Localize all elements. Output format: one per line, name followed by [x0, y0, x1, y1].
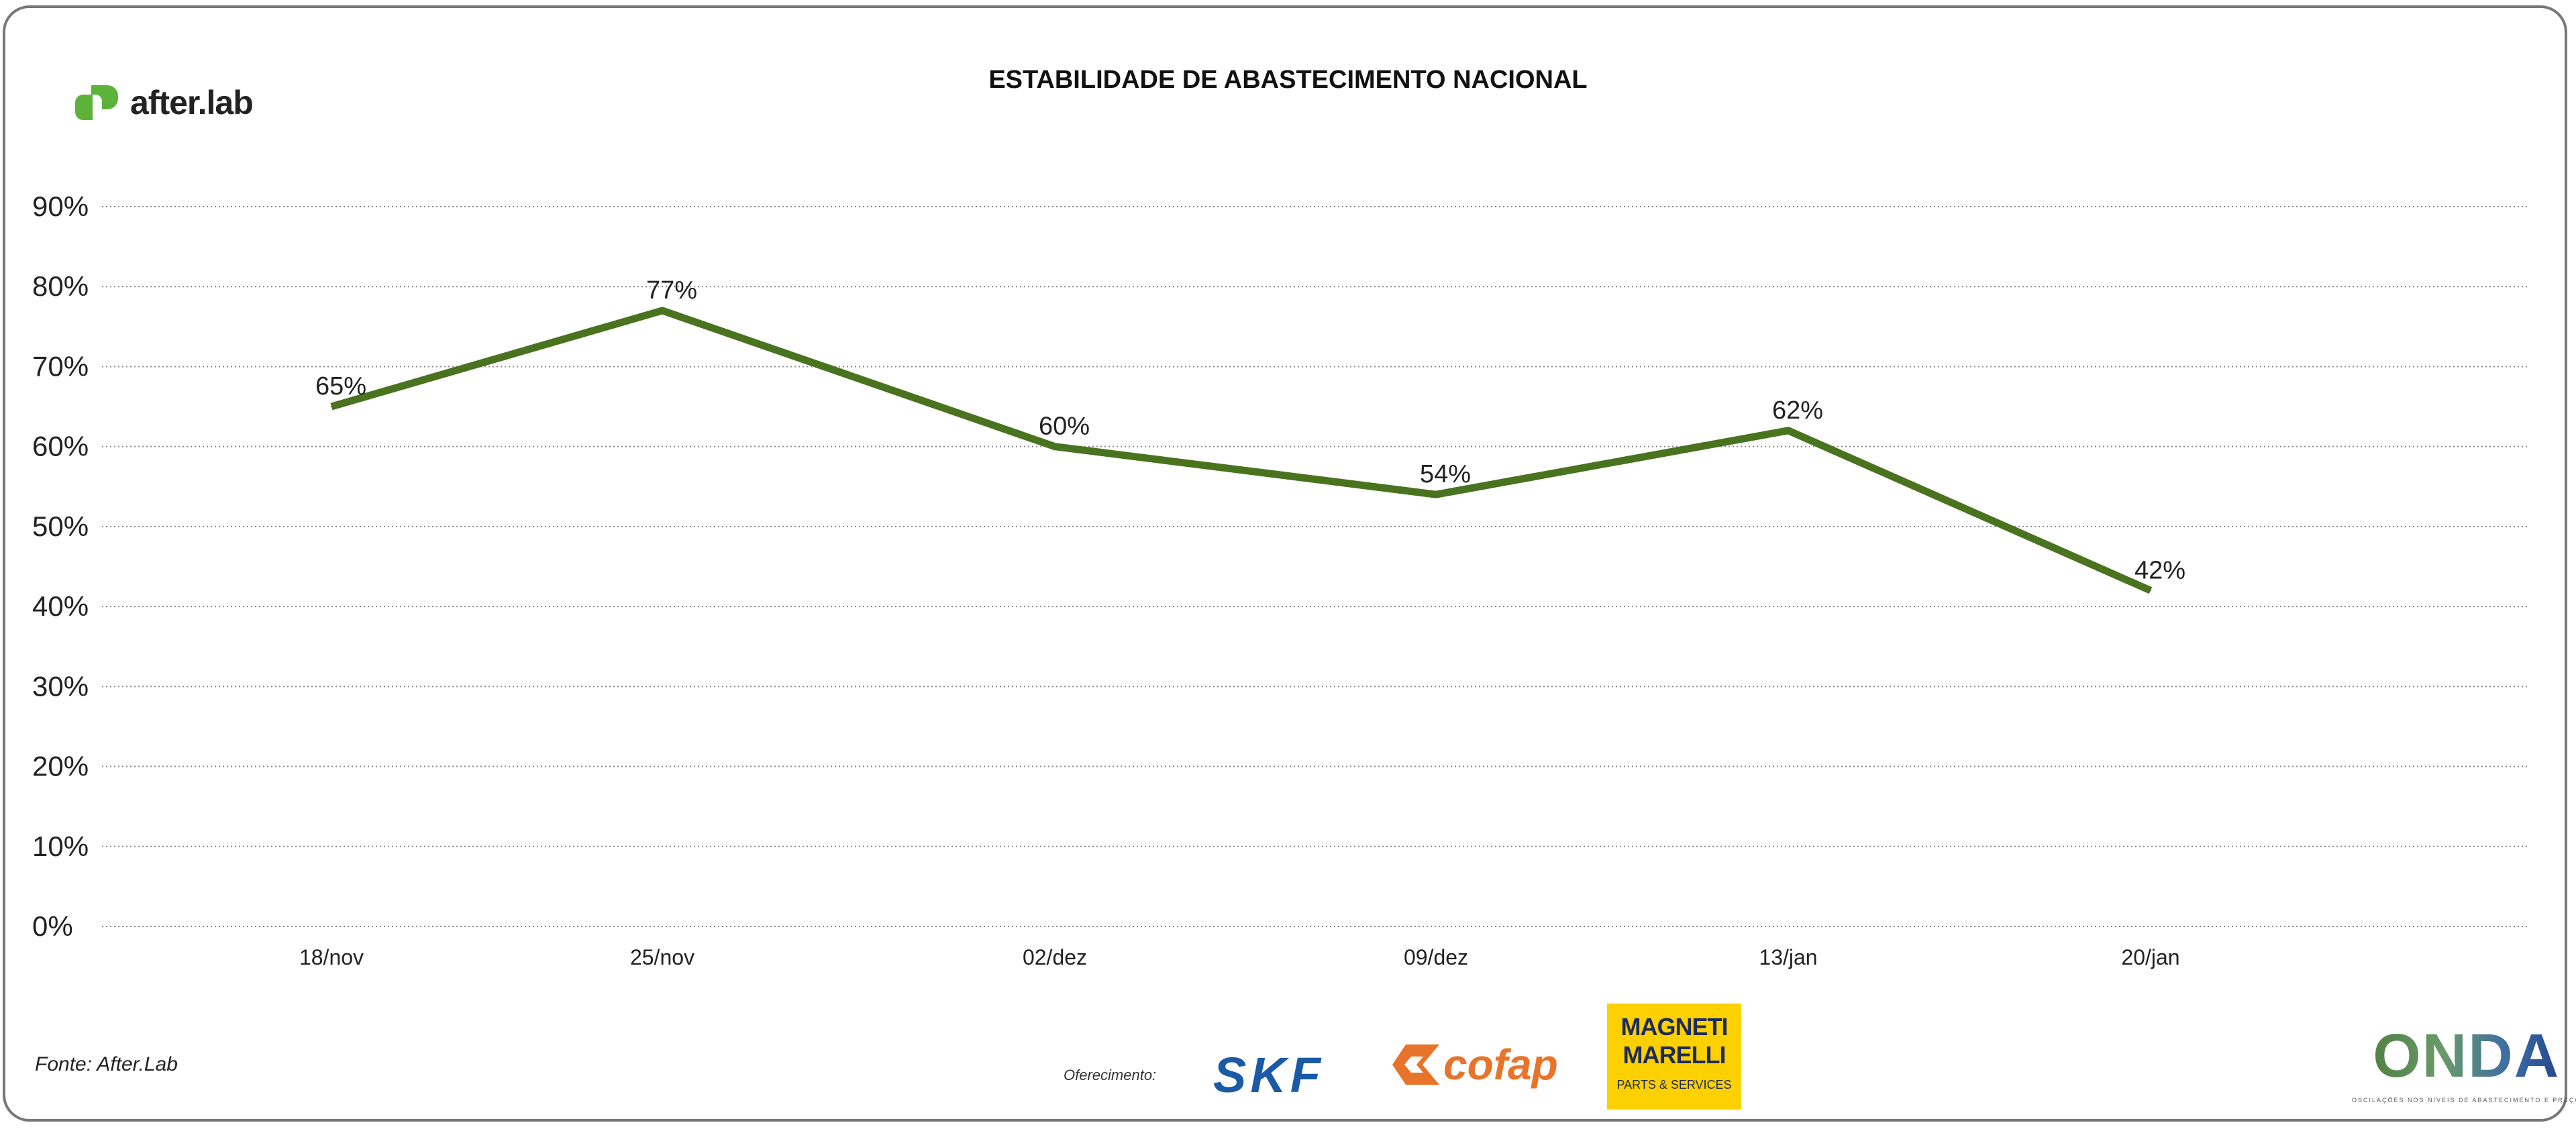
data-label: 54% [1420, 460, 1471, 488]
chart-frame [3, 5, 2567, 1122]
data-point [331, 406, 332, 408]
afterlab-logo-icon [75, 85, 118, 120]
y-tick-label: 0% [32, 910, 73, 942]
x-tick-label: 20/jan [2121, 945, 2179, 969]
data-label: 77% [646, 276, 697, 305]
y-tick-label: 60% [32, 431, 89, 462]
cofap-logo-text: cofap [1443, 1040, 1558, 1089]
cofap-logo: cofap [1392, 1040, 1558, 1089]
onda-logo: ONDA OSCILAÇÕES NOS NÍVEIS DE ABASTECIME… [2352, 1020, 2576, 1104]
data-point [2150, 590, 2151, 592]
sponsor-label: Oferecimento: [1064, 1067, 1157, 1083]
data-label: 65% [315, 372, 366, 400]
y-tick-label: 10% [32, 830, 89, 862]
onda-logo-text: ONDA [2352, 1020, 2576, 1092]
data-label: 62% [1772, 396, 1823, 425]
y-tick-label: 80% [32, 270, 89, 302]
data-label: 42% [2134, 556, 2185, 584]
onda-tagline: OSCILAÇÕES NOS NÍVEIS DE ABASTECIMENTO E… [2352, 1097, 2576, 1104]
data-point [662, 309, 663, 311]
y-tick-label: 40% [32, 590, 89, 622]
series-line [330, 307, 2153, 594]
afterlab-logo-text: after.lab [130, 84, 254, 121]
chart-title: ESTABILIDADE DE ABASTECIMENTO NACIONAL [988, 66, 1588, 94]
data-point [1435, 494, 1437, 496]
skf-logo: SKF [1213, 1047, 1325, 1103]
y-tick-label: 20% [32, 751, 89, 782]
cofap-logo-icon [1392, 1044, 1439, 1085]
magneti-marelli-logo: MAGNETI MARELLI PARTS & SERVICES [1607, 1004, 1741, 1110]
magneti-marelli-name: MAGNETI MARELLI [1620, 1013, 1729, 1069]
y-tick-label: 90% [32, 191, 89, 222]
data-label: 60% [1039, 413, 1090, 441]
y-tick-label: 70% [32, 350, 89, 382]
x-tick-label: 02/dez [1023, 945, 1087, 969]
x-tick-label: 25/nov [630, 945, 694, 969]
source-note: Fonte: After.Lab [35, 1053, 178, 1075]
x-tick-label: 09/dez [1404, 945, 1468, 969]
magneti-marelli-sub: PARTS & SERVICES [1616, 1078, 1732, 1091]
y-tick-label: 50% [32, 510, 89, 542]
y-tick-label: 30% [32, 670, 89, 702]
x-tick-label: 18/nov [299, 945, 364, 969]
data-point [1788, 429, 1789, 431]
data-point [1054, 445, 1055, 447]
afterlab-logo: after.lab [75, 83, 254, 122]
x-tick-label: 13/jan [1759, 945, 1817, 969]
